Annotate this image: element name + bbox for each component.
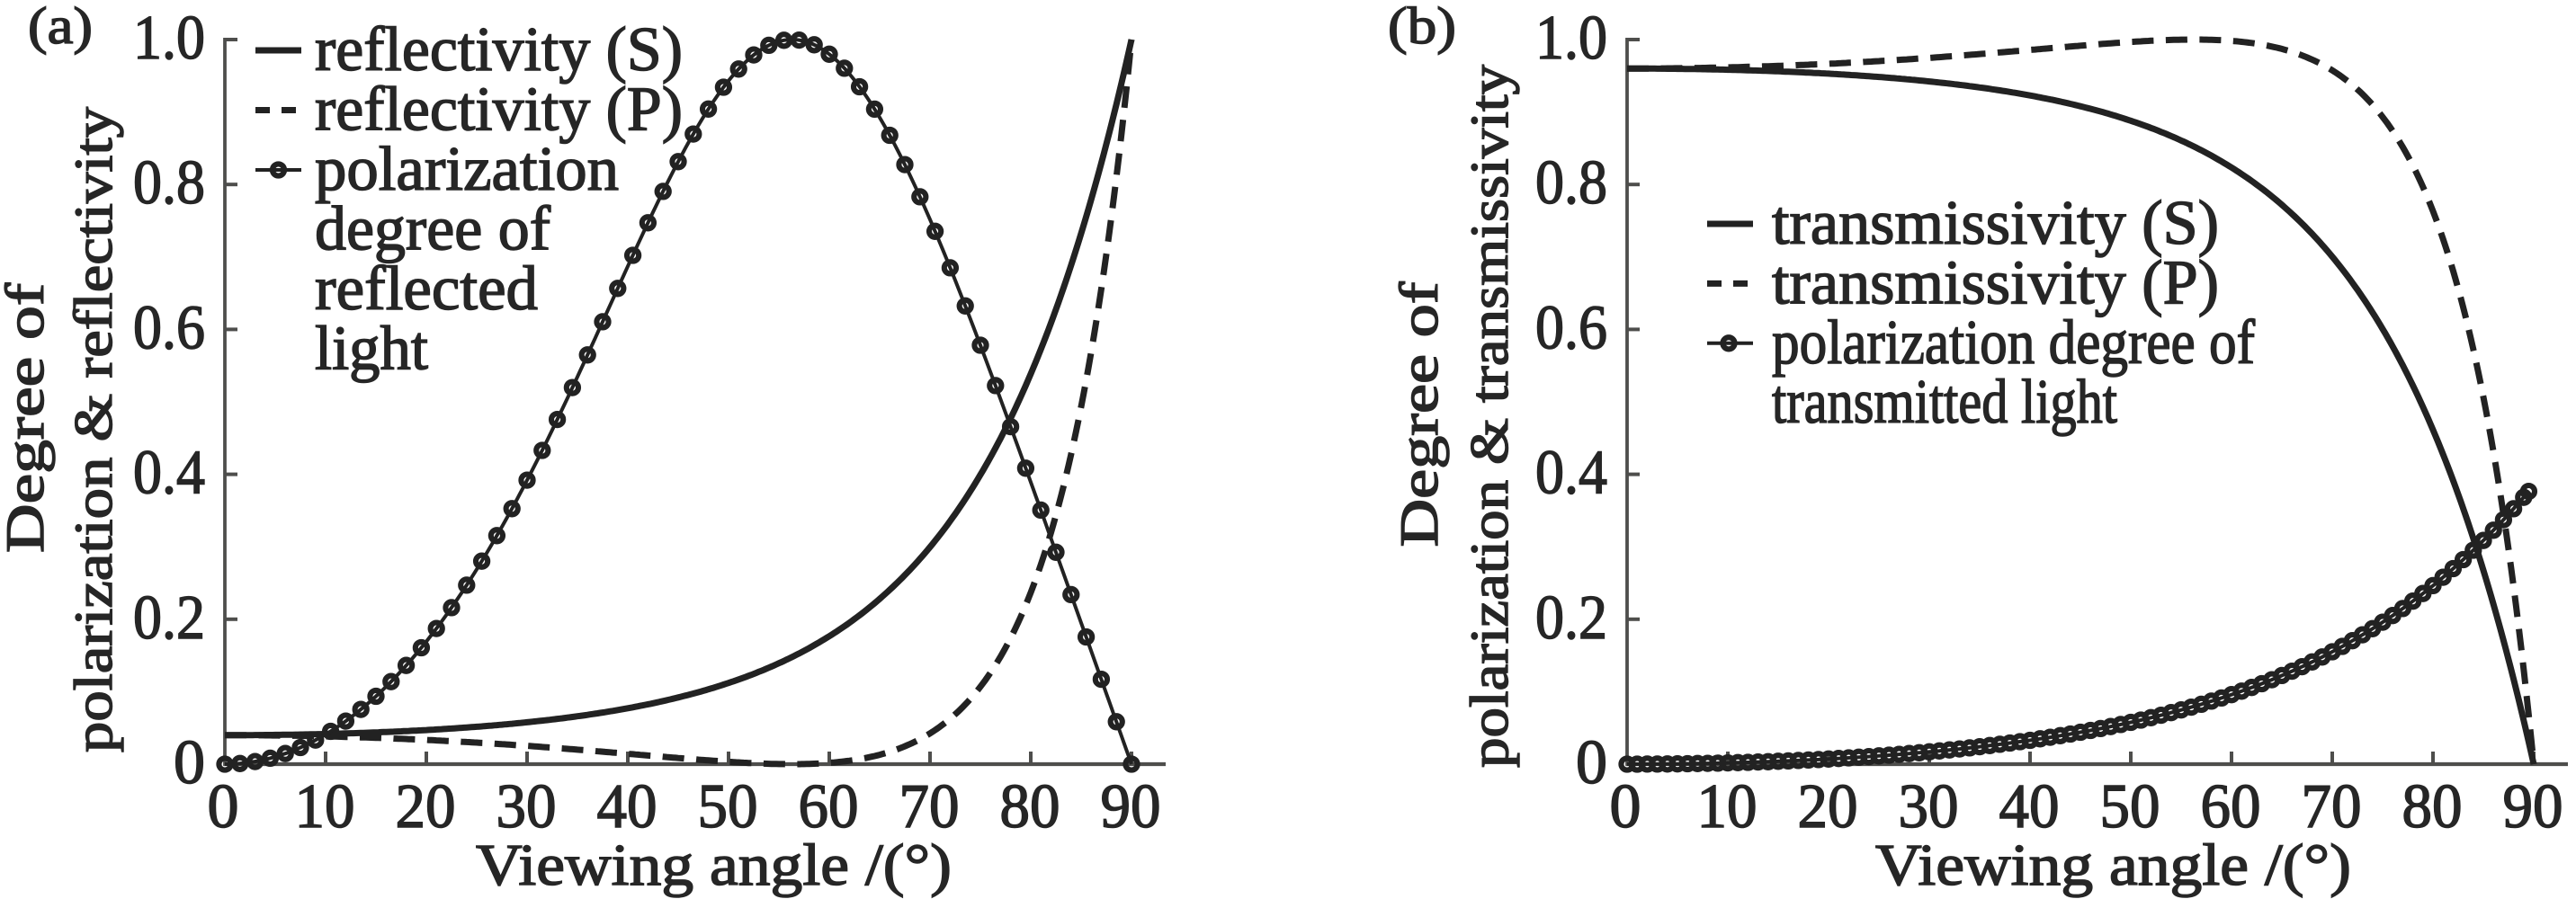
svg-text:reflectivity (P): reflectivity (P) bbox=[315, 76, 683, 145]
svg-text:0.8: 0.8 bbox=[1535, 148, 1607, 218]
svg-text:reflectivity (S): reflectivity (S) bbox=[315, 15, 683, 85]
svg-text:0: 0 bbox=[208, 772, 239, 841]
svg-text:10: 10 bbox=[1697, 772, 1758, 841]
svg-text:Degree of: Degree of bbox=[1390, 281, 1449, 547]
svg-text:polarization: polarization bbox=[315, 135, 619, 204]
svg-text:40: 40 bbox=[597, 772, 657, 841]
svg-text:transmissivity (S): transmissivity (S) bbox=[1772, 189, 2219, 258]
svg-text:(b): (b) bbox=[1388, 0, 1456, 55]
svg-text:80: 80 bbox=[2402, 772, 2463, 841]
svg-text:1.0: 1.0 bbox=[1535, 4, 1607, 73]
svg-text:50: 50 bbox=[698, 772, 758, 841]
svg-text:50: 50 bbox=[2100, 772, 2160, 841]
svg-text:Viewing angle /(°): Viewing angle /(°) bbox=[476, 832, 952, 898]
svg-text:polarization & reflectivity: polarization & reflectivity bbox=[64, 107, 123, 752]
svg-text:polarization degree of: polarization degree of bbox=[1772, 308, 2256, 378]
svg-text:transmissivity (P): transmissivity (P) bbox=[1772, 248, 2219, 317]
svg-text:Viewing angle /(°): Viewing angle /(°) bbox=[1875, 832, 2351, 898]
svg-text:(a): (a) bbox=[28, 0, 93, 55]
svg-text:90: 90 bbox=[1101, 772, 1161, 841]
svg-text:polarization & transmissivity: polarization & transmissivity bbox=[1460, 65, 1519, 768]
svg-text:80: 80 bbox=[1000, 772, 1060, 841]
svg-text:20: 20 bbox=[396, 772, 456, 841]
svg-text:reflected: reflected bbox=[315, 254, 538, 324]
svg-text:40: 40 bbox=[1999, 772, 2060, 841]
svg-text:70: 70 bbox=[2302, 772, 2362, 841]
svg-text:30: 30 bbox=[1899, 772, 1959, 841]
svg-text:0: 0 bbox=[1610, 772, 1641, 841]
svg-text:transmitted light: transmitted light bbox=[1772, 368, 2117, 437]
svg-text:light: light bbox=[315, 315, 429, 384]
svg-text:Degree of: Degree of bbox=[0, 283, 55, 553]
svg-text:0.4: 0.4 bbox=[133, 439, 205, 508]
svg-text:20: 20 bbox=[1798, 772, 1858, 841]
svg-text:90: 90 bbox=[2503, 772, 2563, 841]
svg-text:0.8: 0.8 bbox=[133, 148, 205, 218]
svg-text:30: 30 bbox=[496, 772, 557, 841]
svg-text:0.4: 0.4 bbox=[1535, 439, 1607, 508]
svg-text:60: 60 bbox=[2201, 772, 2261, 841]
svg-text:degree of: degree of bbox=[315, 195, 551, 264]
svg-text:10: 10 bbox=[295, 772, 355, 841]
svg-text:0: 0 bbox=[174, 728, 205, 797]
svg-text:0.6: 0.6 bbox=[1535, 293, 1607, 362]
svg-text:1.0: 1.0 bbox=[133, 4, 205, 73]
svg-text:0.2: 0.2 bbox=[1535, 583, 1607, 653]
svg-text:0.6: 0.6 bbox=[133, 293, 205, 362]
svg-text:0: 0 bbox=[1576, 728, 1607, 797]
svg-text:0.2: 0.2 bbox=[133, 583, 205, 653]
svg-text:60: 60 bbox=[799, 772, 859, 841]
svg-text:70: 70 bbox=[899, 772, 960, 841]
